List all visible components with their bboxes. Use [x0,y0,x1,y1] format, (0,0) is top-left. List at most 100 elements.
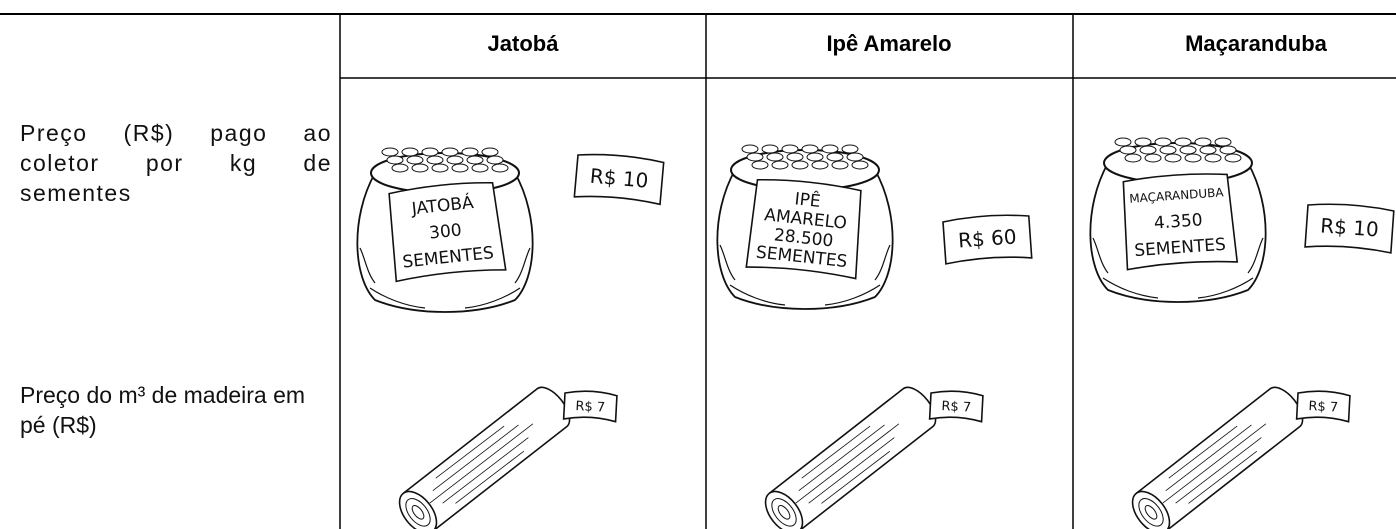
seed [1194,137,1212,147]
seed [741,144,759,154]
price-tag: R$ 7 [1295,390,1351,423]
log-end [1131,490,1171,529]
seed [786,152,804,162]
seed [801,144,819,154]
seed [1219,145,1237,155]
seed [1124,153,1142,163]
seed [771,160,789,170]
seed [446,155,464,165]
log-grain [801,425,871,479]
log-ring [771,498,797,527]
seed [806,152,824,162]
price-tag: R$ 60 [942,214,1033,265]
bag-label-outline [745,178,862,280]
log-end [764,490,804,529]
seed [1174,137,1192,147]
bag-label-outline [388,181,507,283]
log-ring [1138,498,1164,527]
log-grain [821,450,891,504]
tag-outline [1295,390,1351,423]
bag-label-outline [1122,173,1239,271]
price-tag: R$ 10 [573,153,665,206]
seed [821,144,839,154]
log-grain [442,437,529,504]
log-ring [405,498,431,527]
log-grain [435,425,505,479]
seed [1214,137,1232,147]
seed [746,152,764,162]
tag-outline [942,214,1033,265]
seed [1179,145,1197,155]
tag-outline [1304,203,1395,254]
seed [391,163,409,173]
seed [381,147,399,157]
price-tag-text: R$ 7 [941,399,971,416]
price-tag: R$ 7 [562,390,618,423]
log-grain [1165,424,1252,491]
seed [1224,153,1242,163]
price-tag-text: R$ 10 [589,164,649,193]
log-end [398,490,438,529]
seed [1164,153,1182,163]
seed [811,160,829,170]
log-grain [1188,450,1258,504]
seed [1114,137,1132,147]
tag-outline [573,153,665,206]
seed [1139,145,1157,155]
seed [431,163,449,173]
tag-outline [562,390,618,423]
seed [451,163,469,173]
seed [1204,153,1222,163]
log-grain [1175,437,1262,504]
bag-label-text: 300 [428,220,462,243]
column-header: Ipê Amarelo [826,31,951,56]
log-grain [455,450,525,504]
seed [386,155,404,165]
log-grain [1168,425,1238,479]
log-ring [777,505,791,520]
log-grain [429,423,534,504]
bag-fold [1092,237,1264,299]
seed [831,160,849,170]
seed [471,163,489,173]
seed [1119,145,1137,155]
log-grain [795,423,900,504]
price-tag-text: R$ 7 [1308,399,1338,416]
log-grain [798,424,885,491]
seed [481,147,499,157]
column-header: Jatobá [488,31,560,56]
seed [426,155,444,165]
seed [1154,137,1172,147]
seed [411,163,429,173]
bag-label-text: IPÊ [794,187,822,212]
tag-outline [928,390,984,423]
seed [766,152,784,162]
seed [1199,145,1217,155]
seed [1134,137,1152,147]
price-tag-text: R$ 7 [575,399,605,416]
bag-label-text: 4.350 [1153,210,1203,233]
log-grain [432,424,519,491]
seed [751,160,769,170]
log [1131,386,1304,529]
price-tag: R$ 10 [1304,203,1395,254]
log-ring [411,505,425,520]
seed [441,147,459,157]
seed [406,155,424,165]
seed [466,155,484,165]
log [764,386,937,529]
seed [791,160,809,170]
log-ring [1144,505,1158,520]
bag-label-text: MAÇARANDUBA [1129,185,1225,206]
row-label: Preço (R$) pago ao coletor por kg de sem… [20,120,332,206]
log-grain [1162,423,1267,504]
bag-fold [359,247,531,309]
row-label: Preço do m³ de madeira em pé (R$) [20,382,306,438]
seed [761,144,779,154]
